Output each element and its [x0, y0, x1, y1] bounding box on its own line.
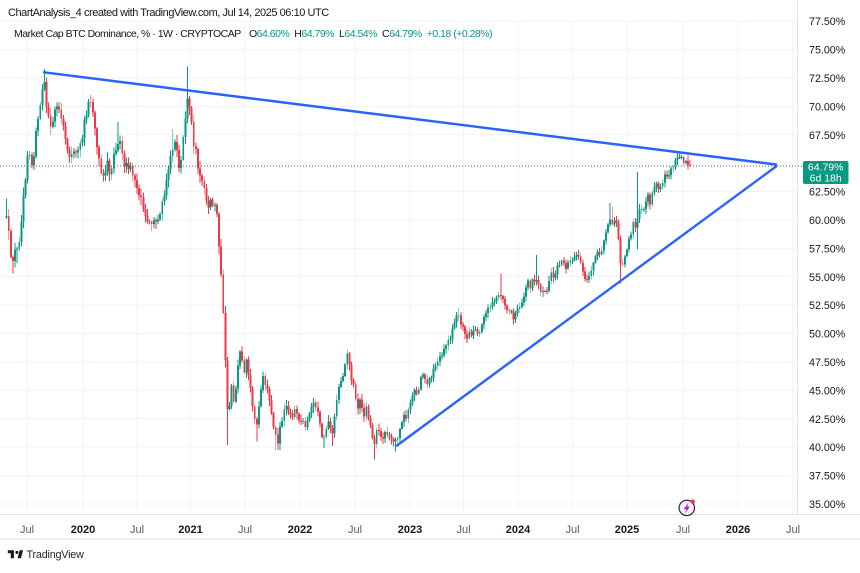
- svg-text:50.00%: 50.00%: [809, 329, 846, 341]
- svg-text:67.50%: 67.50%: [809, 130, 846, 142]
- svg-text:Jul: Jul: [456, 524, 470, 536]
- svg-text:40.00%: 40.00%: [809, 442, 846, 454]
- svg-text:2025: 2025: [615, 524, 639, 536]
- svg-text:64.79%: 64.79%: [808, 162, 844, 174]
- svg-text:2022: 2022: [288, 524, 312, 536]
- svg-text:2024: 2024: [506, 524, 531, 536]
- svg-text:45.00%: 45.00%: [809, 385, 846, 397]
- svg-text:Market Cap BTC Dominance, % ·: Market Cap BTC Dominance, % · 1W · CRYPT…: [14, 28, 492, 40]
- svg-text:77.50%: 77.50%: [809, 16, 846, 28]
- svg-text:52.50%: 52.50%: [809, 300, 846, 312]
- svg-text:6d 18h: 6d 18h: [810, 173, 842, 185]
- svg-text:75.00%: 75.00%: [809, 45, 846, 57]
- svg-text:Jul: Jul: [20, 524, 34, 536]
- svg-text:37.50%: 37.50%: [809, 471, 846, 483]
- svg-text:55.00%: 55.00%: [809, 272, 846, 284]
- svg-text:2026: 2026: [726, 524, 750, 536]
- svg-text:62.50%: 62.50%: [809, 187, 846, 199]
- svg-text:72.50%: 72.50%: [809, 73, 846, 85]
- svg-text:Jul: Jul: [565, 524, 579, 536]
- svg-text:47.50%: 47.50%: [809, 357, 846, 369]
- svg-text:Jul: Jul: [130, 524, 144, 536]
- svg-text:42.50%: 42.50%: [809, 414, 846, 426]
- svg-text:2021: 2021: [178, 524, 202, 536]
- svg-text:Jul: Jul: [348, 524, 362, 536]
- svg-text:35.00%: 35.00%: [809, 499, 846, 511]
- svg-text:2020: 2020: [71, 524, 95, 536]
- svg-text:2023: 2023: [398, 524, 422, 536]
- svg-text:Jul: Jul: [786, 524, 800, 536]
- svg-text:60.00%: 60.00%: [809, 215, 846, 227]
- svg-text:Jul: Jul: [238, 524, 252, 536]
- svg-text:70.00%: 70.00%: [809, 101, 846, 113]
- svg-text:57.50%: 57.50%: [809, 243, 846, 255]
- svg-text:Jul: Jul: [676, 524, 690, 536]
- svg-text:TradingView: TradingView: [27, 549, 85, 561]
- svg-text:ChartAnalysis_4 created with T: ChartAnalysis_4 created with TradingView…: [8, 7, 329, 19]
